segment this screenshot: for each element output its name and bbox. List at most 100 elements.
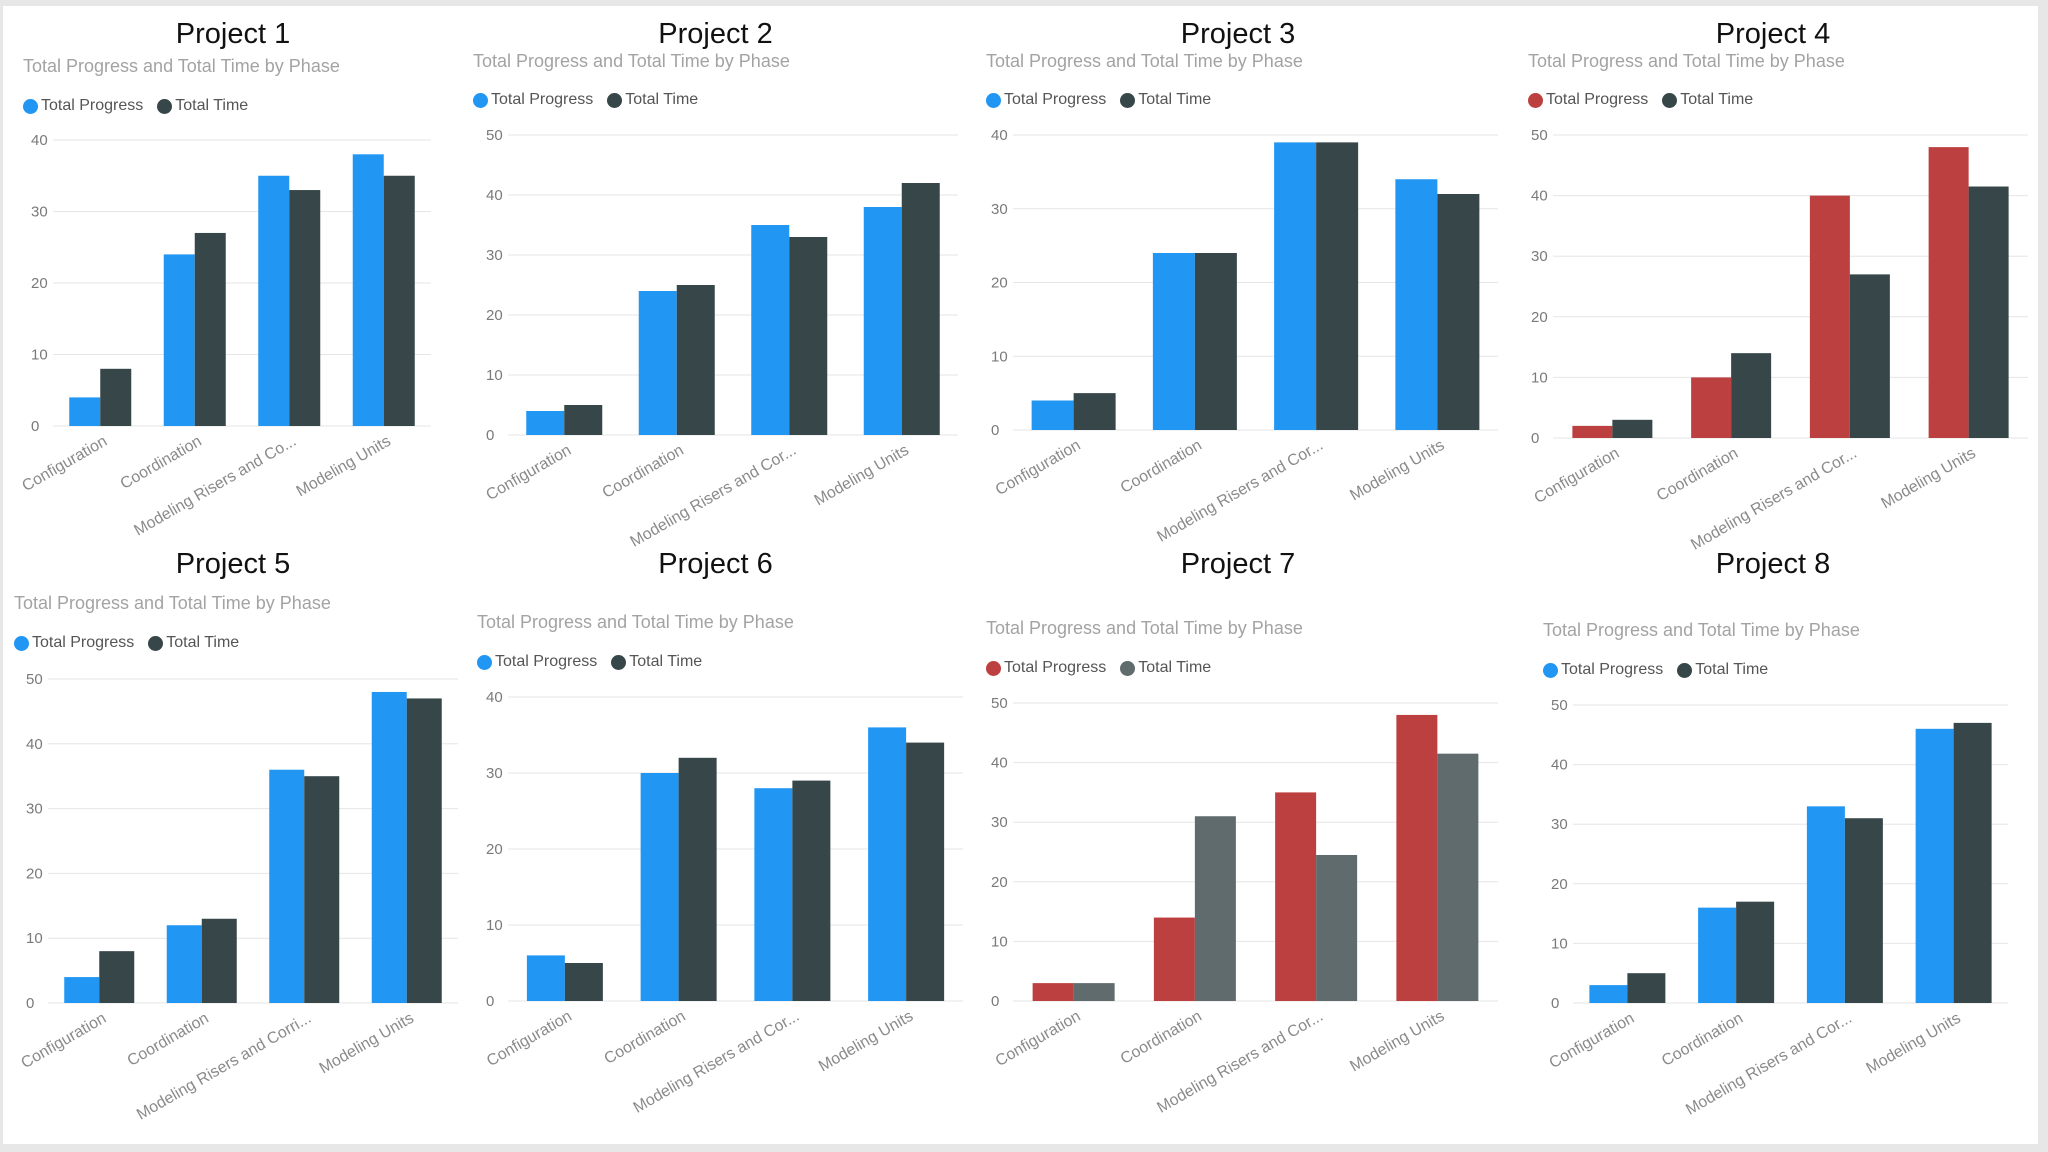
x-category-label: Configuration [19,433,110,495]
legend-dot-total-progress-icon [986,660,1001,676]
x-category-label: Configuration [18,1010,109,1072]
chart-panel-project-1: Project 1 Total Progress and Total Time … [3,6,463,540]
bar-total-progress [638,291,677,435]
legend-dot-total-progress-icon [477,654,492,670]
x-category-label: Modeling Units [812,442,912,510]
chart-project-title: Project 8 [1715,548,1831,580]
bar-total-progress [1572,425,1613,438]
x-category-label: Modeling Risers and Co... [131,433,299,540]
legend-dot-total-progress-icon [473,92,488,108]
chart-project-title: Project 6 [658,548,773,580]
chart-panel-project-3: Project 3 Total Progress and Total Time … [968,6,1508,546]
bar-total-time [1844,818,1883,1003]
bar-total-progress [69,397,101,426]
chart-legend: Total Progress Total Time [1528,91,1767,109]
bar-total-progress [640,773,679,1001]
y-tick-label: 0 [1531,430,1539,447]
bar-total-progress [1396,714,1438,1001]
y-tick-label: 50 [1531,127,1548,144]
x-category-label: Modeling Units [1863,1010,1963,1078]
bar-total-time [1194,816,1236,1001]
y-tick-label: 20 [486,307,503,324]
bar-chart-project-2: 0 10 20 30 40 50 Configuration Coordination Mode… [483,127,958,551]
bar-total-time [1316,854,1358,1001]
bar-total-progress [1274,142,1317,430]
x-category-label: Coordination [118,433,205,493]
chart-project-title: Project 5 [175,548,291,580]
y-tick-label: 40 [26,736,43,753]
bar-total-progress [1806,806,1845,1003]
bar-total-progress [754,788,793,1001]
y-tick-label: 0 [486,993,494,1010]
y-tick-label: 0 [991,993,999,1010]
legend-dot-total-time-icon [607,92,623,108]
y-tick-label: 30 [991,814,1008,831]
x-category-label: Configuration [483,442,574,504]
x-category-label: Configuration [993,437,1084,499]
bar-total-progress [1032,983,1074,1001]
bar-total-time [194,232,226,426]
bar-total-time [1316,142,1359,430]
bar-total-progress [1809,195,1850,438]
legend-label-total-progress: Total Progress [1004,659,1107,676]
bar-total-time [678,757,717,1001]
y-tick-label: 20 [1531,309,1548,326]
bar-total-time [406,698,442,1003]
y-tick-label: 0 [31,418,39,435]
y-tick-label: 30 [1531,248,1548,265]
legend-dot-total-time-icon [1120,660,1136,676]
chart-subtitle: Total Progress and Total Time by Phase [23,56,340,76]
bar-total-progress [269,769,305,1003]
legend-dot-total-progress-icon [14,635,29,651]
y-tick-label: 20 [991,874,1008,891]
y-tick-label: 30 [26,801,43,818]
chart-subtitle: Total Progress and Total Time by Phase [986,51,1303,71]
x-category-label: Modeling Units [1347,437,1447,505]
bar-total-time [1073,393,1116,430]
y-tick-label: 30 [486,765,503,782]
y-tick-label: 10 [486,367,503,384]
y-tick-label: 0 [26,995,34,1012]
chart-panel-project-5: Project 5 Total Progress and Total Time … [3,536,463,1144]
bar-total-progress [1698,907,1737,1003]
y-tick-label: 20 [991,275,1008,292]
x-category-label: Coordination [1654,445,1741,505]
chart-subtitle: Total Progress and Total Time by Phase [986,618,1303,638]
y-tick-label: 20 [1551,876,1568,893]
bar-total-progress [352,154,384,427]
legend-dot-total-progress-icon [1543,662,1558,678]
chart-project-title: Project 2 [658,18,773,50]
y-tick-label: 40 [991,755,1008,772]
bar-total-time [289,190,321,426]
x-category-label: Modeling Units [816,1008,916,1076]
legend-label-total-time: Total Time [175,97,249,114]
y-tick-label: 10 [26,930,43,947]
bar-chart-project-3: 0 10 20 30 40 Configuration Coordination Modeli… [991,127,1498,546]
chart-legend: Total Progress Total Time [986,659,1225,677]
y-tick-label: 30 [991,201,1008,218]
bar-total-time [564,963,603,1001]
y-tick-label: 40 [991,127,1008,144]
legend-label-total-time: Total Time [1695,661,1769,678]
chart-legend: Total Progress Total Time [1543,661,1782,679]
x-category-label: Modeling Risers and Corri... [134,1010,314,1124]
y-tick-label: 10 [486,917,503,934]
chart-legend: Total Progress Total Time [477,653,716,671]
y-tick-label: 40 [486,187,503,204]
bar-total-time [304,776,340,1003]
bar-total-time [201,918,237,1003]
bar-chart-project-6: 0 10 20 30 40 Configuration Coordination Modeli… [484,689,963,1117]
y-tick-label: 10 [31,347,48,364]
chart-panel-project-4: Project 4 Total Progress and Total Time … [1508,6,2038,554]
y-tick-label: 50 [991,695,1008,712]
bar-total-time [1953,722,1992,1003]
y-tick-label: 30 [31,204,48,221]
x-category-label: Modeling Units [317,1010,417,1078]
chart-project-title: Project 3 [1180,18,1296,50]
chart-legend: Total Progress Total Time [986,91,1225,109]
y-tick-label: 0 [486,427,494,444]
legend-dot-total-time-icon [1120,92,1136,108]
legend-label-total-progress: Total Progress [1561,661,1664,678]
bar-total-time [1437,753,1479,1001]
x-category-label: Coordination [1118,437,1205,497]
